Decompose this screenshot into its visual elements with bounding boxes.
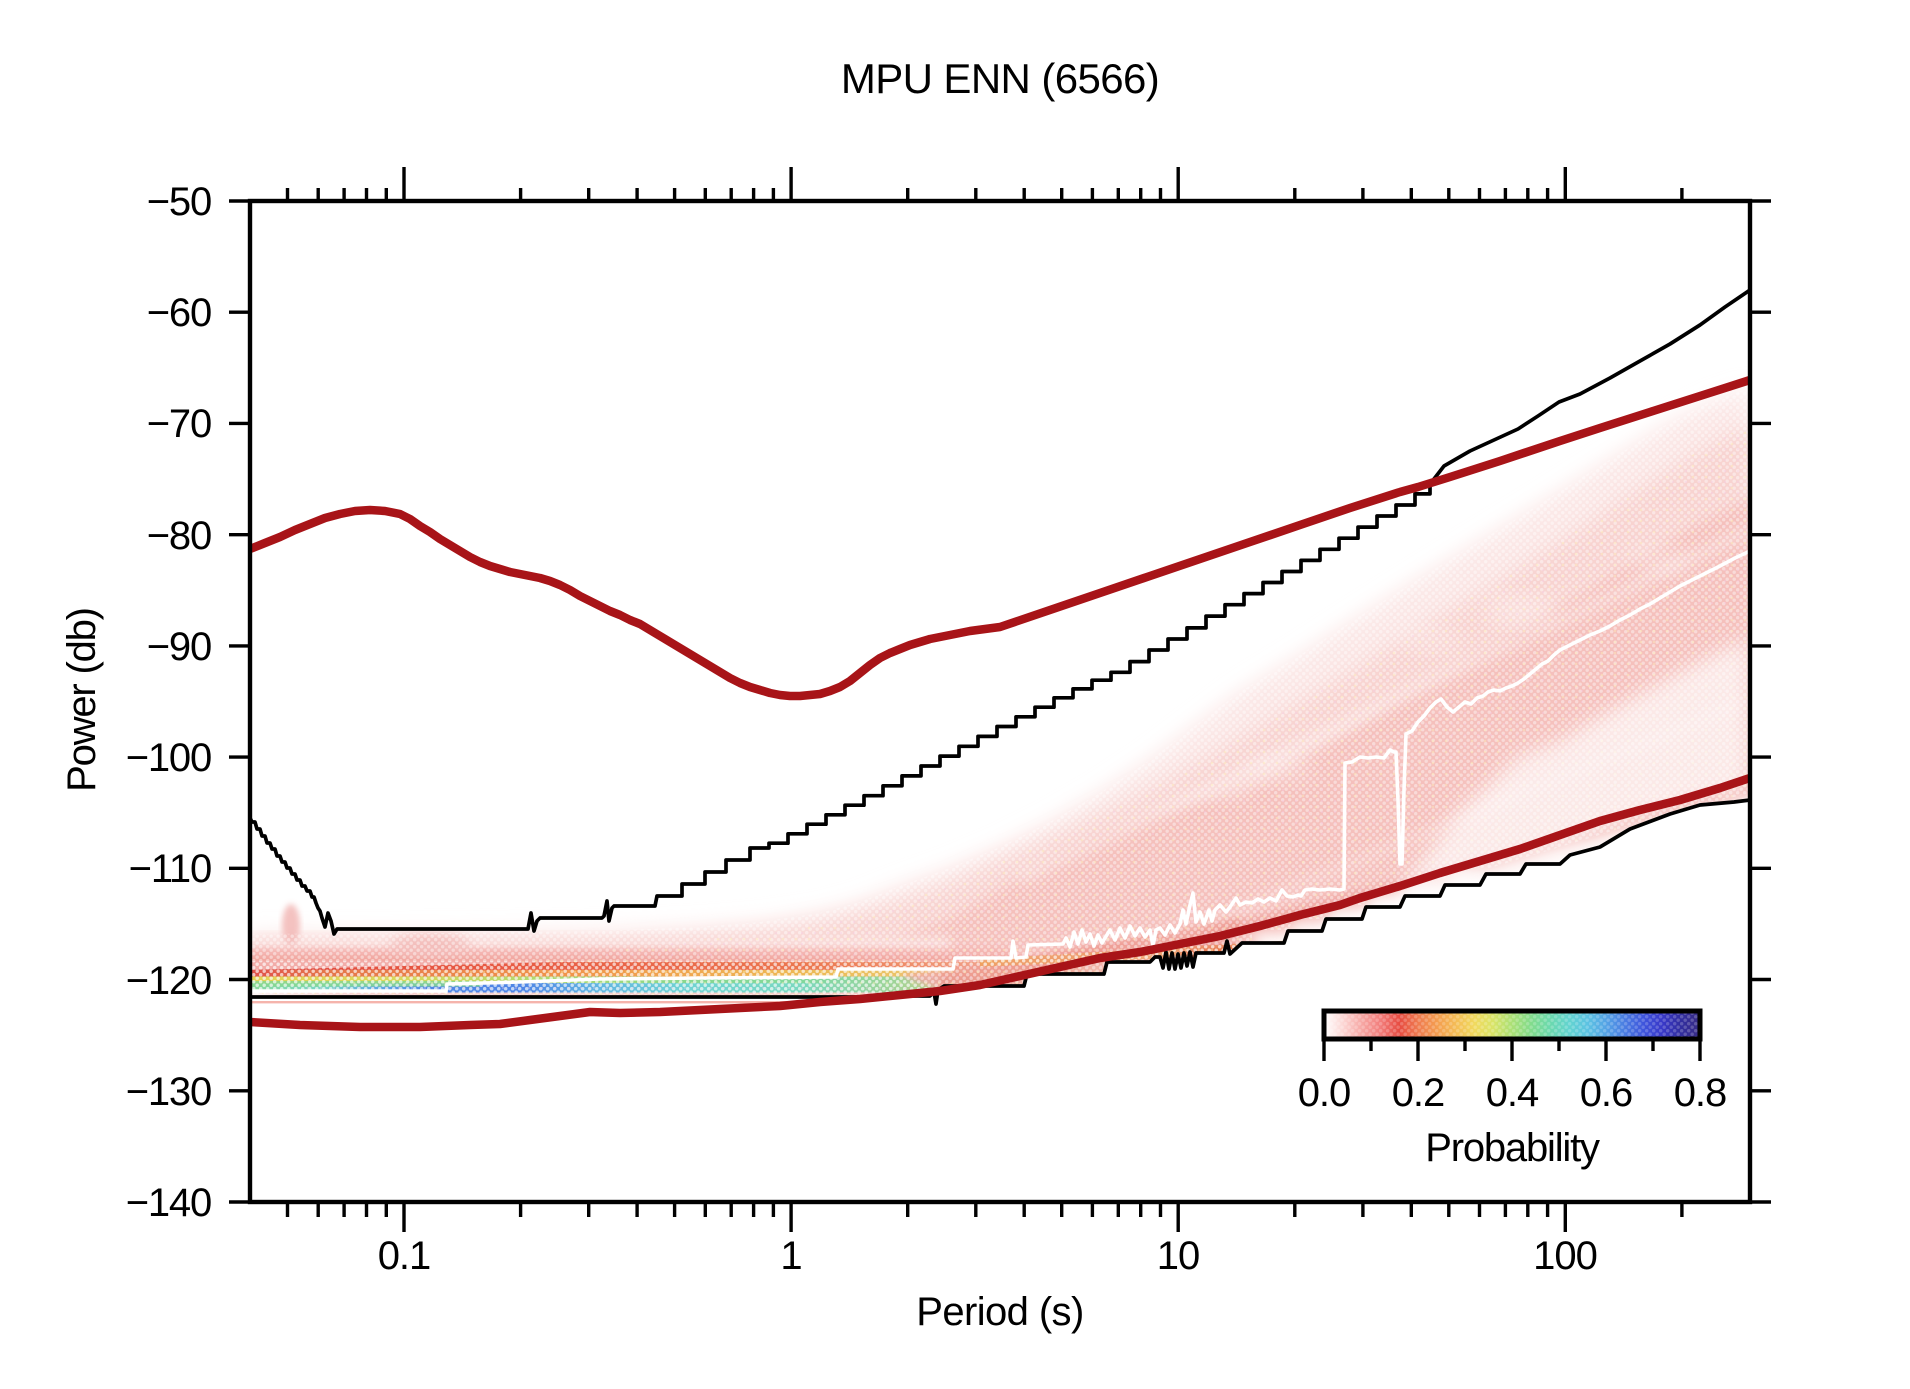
svg-text:0.2: 0.2 bbox=[1392, 1071, 1445, 1115]
svg-text:0.1: 0.1 bbox=[378, 1234, 431, 1278]
svg-text:−110: −110 bbox=[129, 847, 211, 891]
svg-text:0.4: 0.4 bbox=[1486, 1071, 1539, 1115]
svg-text:MPU ENN (6566): MPU ENN (6566) bbox=[841, 55, 1159, 102]
svg-text:−50: −50 bbox=[147, 180, 211, 224]
svg-text:0.6: 0.6 bbox=[1580, 1071, 1633, 1115]
svg-text:−80: −80 bbox=[147, 514, 211, 558]
svg-text:Power (db): Power (db) bbox=[60, 608, 104, 792]
svg-text:−90: −90 bbox=[147, 625, 211, 669]
svg-text:100: 100 bbox=[1533, 1234, 1597, 1278]
svg-text:1: 1 bbox=[780, 1234, 801, 1278]
svg-text:Probability: Probability bbox=[1425, 1126, 1600, 1170]
svg-text:−100: −100 bbox=[126, 736, 211, 780]
svg-text:10: 10 bbox=[1157, 1234, 1200, 1278]
svg-text:−70: −70 bbox=[147, 402, 211, 446]
svg-text:−120: −120 bbox=[126, 959, 211, 1003]
svg-text:−60: −60 bbox=[147, 291, 211, 335]
svg-text:0.0: 0.0 bbox=[1298, 1071, 1351, 1115]
svg-text:Period (s): Period (s) bbox=[916, 1290, 1083, 1334]
svg-text:−140: −140 bbox=[126, 1181, 211, 1225]
svg-text:0.8: 0.8 bbox=[1674, 1071, 1727, 1115]
svg-text:−130: −130 bbox=[126, 1070, 211, 1114]
